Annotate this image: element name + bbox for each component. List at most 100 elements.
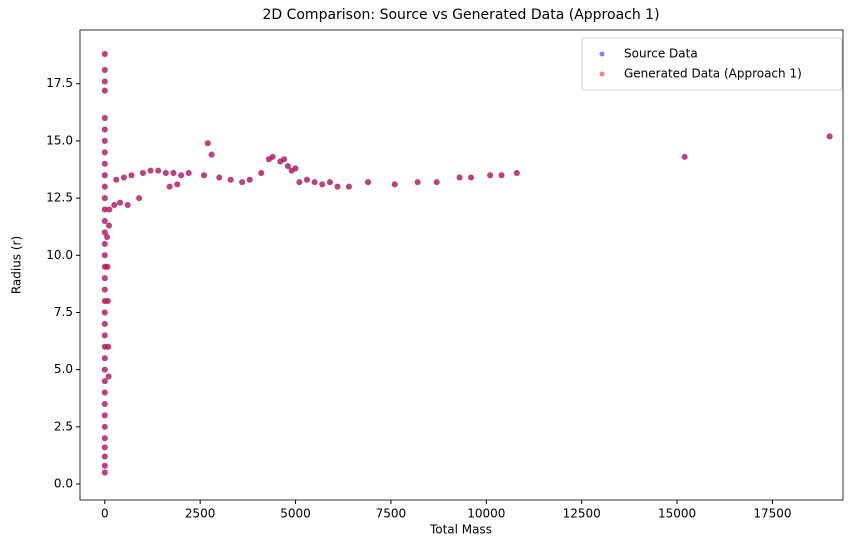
point xyxy=(345,183,352,190)
series xyxy=(101,51,833,476)
y-tick-label: 15.0 xyxy=(46,133,73,147)
x-tick-label: 0 xyxy=(101,507,109,521)
point xyxy=(296,179,303,186)
point xyxy=(101,87,108,94)
point xyxy=(101,183,108,190)
point xyxy=(487,172,494,179)
legend: Source Data Generated Data (Approach 1) xyxy=(581,37,843,91)
point xyxy=(208,151,215,158)
chart-title: 2D Comparison: Source vs Generated Data … xyxy=(262,7,659,23)
point xyxy=(326,179,333,186)
point xyxy=(166,183,173,190)
plot-frame xyxy=(79,29,844,501)
point xyxy=(101,389,108,396)
y-tick-label: 17.5 xyxy=(46,76,73,90)
point xyxy=(105,222,112,229)
point xyxy=(456,174,463,181)
point xyxy=(319,181,326,188)
point xyxy=(101,444,108,451)
point xyxy=(101,423,108,430)
point xyxy=(391,181,398,188)
x-tick-label: 2500 xyxy=(185,507,216,521)
point xyxy=(104,263,111,270)
point xyxy=(128,172,135,179)
point xyxy=(269,153,276,160)
x-tick-label: 17500 xyxy=(753,507,791,521)
legend-marker xyxy=(599,71,605,77)
point xyxy=(204,140,211,147)
point xyxy=(117,199,124,206)
point xyxy=(139,169,146,176)
y-tick-label: 2.5 xyxy=(54,419,73,433)
point xyxy=(101,160,108,167)
point xyxy=(101,115,108,122)
y-tick-label: 7.5 xyxy=(54,305,73,319)
point xyxy=(101,206,108,213)
point xyxy=(106,206,113,213)
y-tick-label: 0.0 xyxy=(54,476,73,490)
x-tick-label: 12500 xyxy=(563,507,601,521)
point xyxy=(216,174,223,181)
point xyxy=(136,195,143,202)
point xyxy=(101,355,108,362)
point xyxy=(101,217,108,224)
legend-marker xyxy=(599,51,605,57)
point xyxy=(178,172,185,179)
point xyxy=(334,183,341,190)
point xyxy=(101,400,108,407)
point xyxy=(101,332,108,339)
point xyxy=(101,51,108,58)
point xyxy=(284,163,291,170)
y-axis-label: Radius (r) xyxy=(10,236,24,294)
point xyxy=(303,176,310,183)
point xyxy=(433,179,440,186)
legend-label: Generated Data (Approach 1) xyxy=(624,67,802,81)
point xyxy=(101,309,108,316)
point xyxy=(101,78,108,85)
x-tick-label: 7500 xyxy=(376,507,407,521)
point xyxy=(124,201,131,208)
point xyxy=(101,462,108,469)
point xyxy=(111,201,118,208)
point xyxy=(239,179,246,186)
point xyxy=(101,320,108,327)
point xyxy=(227,176,234,183)
point xyxy=(101,286,108,293)
point xyxy=(292,165,299,172)
point xyxy=(104,298,111,305)
x-axis-label: Total Mass xyxy=(429,523,492,537)
point xyxy=(101,275,108,282)
point xyxy=(101,195,108,202)
point xyxy=(104,233,111,240)
point xyxy=(281,156,288,163)
point xyxy=(468,174,475,181)
point xyxy=(162,169,169,176)
series xyxy=(101,51,833,476)
point xyxy=(101,378,108,385)
point xyxy=(101,469,108,476)
point xyxy=(101,67,108,74)
point xyxy=(170,169,177,176)
legend-box xyxy=(581,37,843,91)
point xyxy=(113,176,120,183)
point xyxy=(681,153,688,160)
point xyxy=(101,137,108,144)
point xyxy=(311,179,318,186)
y-tick-label: 5.0 xyxy=(54,362,73,376)
point xyxy=(101,229,108,236)
point xyxy=(101,366,108,373)
point xyxy=(147,167,154,174)
point xyxy=(105,373,112,380)
point xyxy=(101,412,108,419)
point xyxy=(174,181,181,188)
point xyxy=(185,169,192,176)
point xyxy=(101,126,108,133)
y-tick-label: 12.5 xyxy=(46,191,73,205)
point xyxy=(101,252,108,259)
x-tick-label: 10000 xyxy=(467,507,505,521)
point xyxy=(498,172,505,179)
point xyxy=(258,169,265,176)
x-tick-label: 15000 xyxy=(658,507,696,521)
point xyxy=(365,179,372,186)
